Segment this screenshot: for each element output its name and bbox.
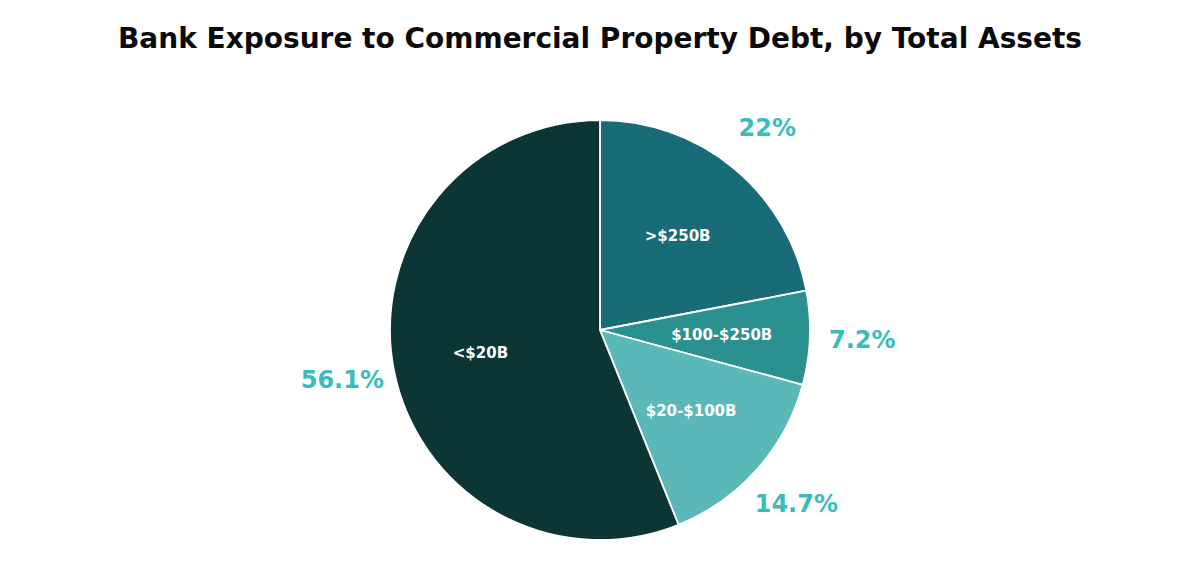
labels: >$250B $100-$250B $20-$100B <$20B 22% 7.2% 14.…	[301, 114, 896, 518]
slice-label: $20-$100B	[646, 402, 737, 420]
data-label: 14.7%	[755, 490, 838, 518]
chart: Bank Exposure to Commercial Property Deb…	[0, 0, 1200, 588]
slice-label: >$250B	[645, 227, 711, 245]
title: Bank Exposure to Commercial Property Deb…	[118, 22, 1082, 55]
slice-label: $100-$250B	[671, 326, 772, 344]
slice	[390, 120, 679, 540]
pie	[390, 120, 810, 540]
data-label: 7.2%	[829, 326, 896, 354]
data-label: 56.1%	[301, 366, 384, 394]
data-label: 22%	[739, 114, 796, 142]
slice-label: <$20B	[453, 344, 508, 362]
